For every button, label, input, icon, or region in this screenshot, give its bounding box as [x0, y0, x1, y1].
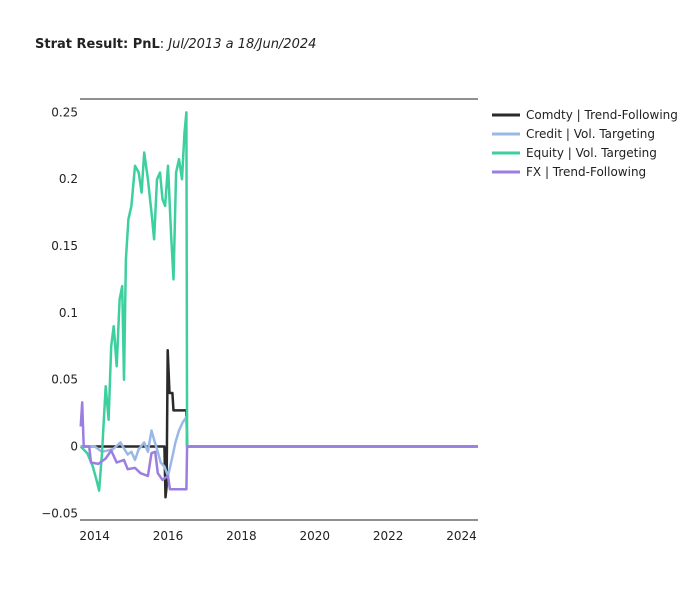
- y-tick-label: 0.2: [59, 172, 78, 186]
- y-tick-label: 0.1: [59, 306, 78, 320]
- y-tick-label: −0.05: [41, 506, 78, 520]
- legend-item-label: FX | Trend-Following: [526, 165, 646, 179]
- series-line-2: [79, 111, 478, 492]
- y-tick-label: 0.05: [51, 373, 78, 387]
- legend-item-label: Credit | Vol. Targeting: [526, 127, 655, 141]
- x-tick-label: 2024: [446, 529, 477, 543]
- legend-item-label: Comdty | Trend-Following: [526, 108, 678, 122]
- legend-item-label: Equity | Vol. Targeting: [526, 146, 657, 160]
- y-tick-label: 0.25: [51, 105, 78, 119]
- series-line-1: [80, 415, 478, 478]
- chart-title: Strat Result: PnL: Jul/2013 a 18/Jun/202…: [35, 37, 317, 52]
- x-tick-label: 2016: [153, 529, 184, 543]
- series-line-3: [79, 401, 478, 491]
- series-layer: [79, 111, 478, 499]
- y-tick-label: 0: [70, 439, 78, 453]
- x-tick-label: 2022: [373, 529, 404, 543]
- y-axis-ticks: −0.05 0 0.05 0.1 0.15 0.2 0.25: [41, 105, 78, 520]
- y-tick-label: 0.15: [51, 239, 78, 253]
- legend: Comdty | Trend-Following Credit | Vol. Ta…: [492, 108, 678, 179]
- series-line-0: [80, 349, 478, 499]
- x-tick-label: 2014: [79, 529, 110, 543]
- x-tick-label: 2018: [226, 529, 257, 543]
- x-tick-label: 2020: [299, 529, 330, 543]
- x-axis-ticks: 2014 2016 2018 2020 2022 2024: [79, 529, 476, 543]
